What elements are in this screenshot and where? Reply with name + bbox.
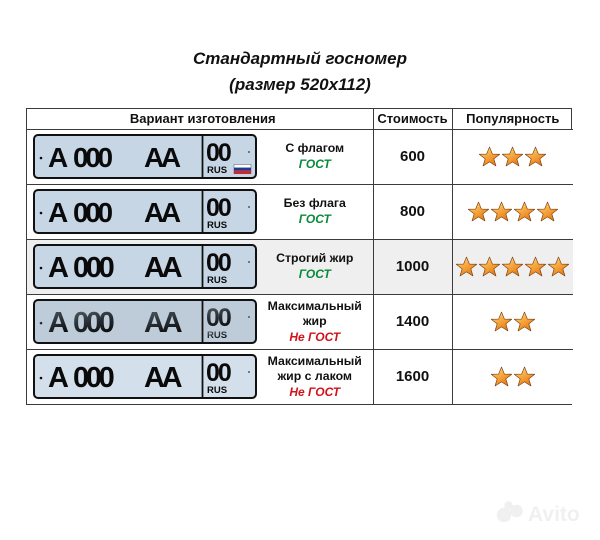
- svg-text:000: 000: [73, 307, 114, 339]
- svg-text:A: A: [48, 197, 68, 228]
- svg-text:000: 000: [73, 252, 114, 284]
- svg-text:A: A: [48, 362, 69, 394]
- svg-text:AA: AA: [144, 197, 181, 228]
- svg-text:AA: AA: [144, 142, 181, 173]
- svg-text:00: 00: [206, 249, 231, 277]
- svg-text:AA: AA: [144, 307, 183, 339]
- svg-text:00: 00: [206, 194, 231, 222]
- svg-text:000: 000: [73, 197, 113, 228]
- svg-text:RUS: RUS: [207, 165, 227, 176]
- svg-text:00: 00: [206, 139, 231, 167]
- svg-text:AA: AA: [144, 252, 183, 284]
- svg-text:000: 000: [73, 362, 114, 394]
- svg-text:RUS: RUS: [207, 385, 227, 396]
- svg-text:RUS: RUS: [207, 220, 227, 231]
- svg-text:A: A: [48, 252, 69, 284]
- svg-text:RUS: RUS: [207, 275, 227, 286]
- svg-text:A: A: [48, 307, 69, 339]
- svg-text:A: A: [48, 142, 68, 173]
- svg-text:AA: AA: [144, 362, 183, 394]
- svg-text:000: 000: [73, 142, 113, 173]
- svg-text:00: 00: [206, 304, 231, 332]
- svg-text:RUS: RUS: [207, 330, 227, 341]
- svg-text:00: 00: [206, 359, 231, 387]
- svg-text:Avito: Avito: [528, 503, 580, 526]
